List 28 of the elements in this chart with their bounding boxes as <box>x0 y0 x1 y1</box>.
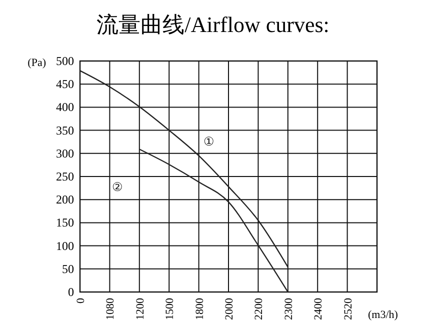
x-tick-label: 2520 <box>342 298 354 320</box>
y-tick-label: 450 <box>56 77 74 92</box>
y-tick-label: 400 <box>56 100 74 114</box>
x-tick-label: 1800 <box>194 298 206 320</box>
chart-title: 流量曲线/Airflow curves: <box>96 12 330 37</box>
x-tick-label: 1500 <box>164 298 176 320</box>
series-label: ① <box>203 134 214 149</box>
y-tick-label: 250 <box>56 170 74 184</box>
x-axis-title: (m3/h) <box>368 309 398 321</box>
line-series <box>138 148 288 293</box>
y-tick-label: 350 <box>56 123 74 138</box>
line-series <box>79 70 288 268</box>
y-tick-label: 500 <box>56 54 74 68</box>
x-tick-label: 2400 <box>312 298 325 320</box>
y-tick-label: 100 <box>56 238 74 253</box>
x-tick-label: 2300 <box>282 298 295 320</box>
x-tick-label: 0 <box>75 298 87 304</box>
y-tick-label: 50 <box>62 262 74 276</box>
x-tick-label: 2000 <box>224 298 236 320</box>
y-axis-title: (Pa) <box>28 57 46 69</box>
x-tick-label: 1200 <box>134 298 146 320</box>
y-tick-label: 300 <box>56 146 74 160</box>
text: ② <box>112 180 123 194</box>
x-tick-label: 2200 <box>253 298 266 320</box>
y-tick-label: 0 <box>68 285 74 299</box>
y-tick-label: 200 <box>56 192 74 207</box>
y-tick-label: 150 <box>56 216 74 230</box>
x-tick-label: 1080 <box>104 298 117 320</box>
